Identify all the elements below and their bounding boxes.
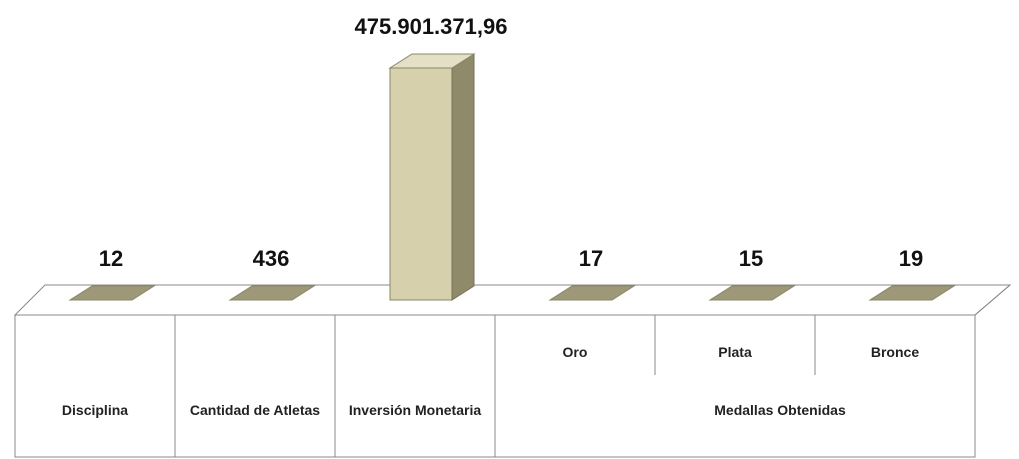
bar (388, 53, 476, 301)
group-label: Medallas Obtenidas (714, 402, 846, 418)
bar-top (868, 285, 956, 301)
bar-front (389, 67, 453, 301)
bar-top (68, 285, 156, 301)
bar (708, 285, 796, 301)
category-label: Cantidad de Atletas (189, 402, 321, 418)
bar-side (451, 53, 475, 301)
bar-top (388, 53, 476, 69)
bar-top (548, 285, 636, 301)
bar-top (228, 285, 316, 301)
category-label: Plata (718, 344, 752, 360)
bar-top (708, 285, 796, 301)
category-label: Bronce (870, 344, 920, 360)
bar (868, 285, 956, 301)
value-label: 17 (579, 246, 603, 271)
category-label: Inversión Monetaria (348, 402, 482, 418)
floor (13, 284, 1012, 316)
value-label: 436 (253, 246, 290, 271)
floor-edge (974, 284, 1011, 316)
category-label: Oro (562, 344, 588, 360)
bar (68, 285, 156, 301)
value-label: 15 (739, 246, 763, 271)
bar (228, 285, 316, 301)
category-label: Disciplina (61, 402, 129, 418)
value-label: 19 (899, 246, 923, 271)
value-label: 475.901.371,96 (355, 14, 508, 39)
value-label: 12 (99, 246, 123, 271)
bar (548, 285, 636, 301)
